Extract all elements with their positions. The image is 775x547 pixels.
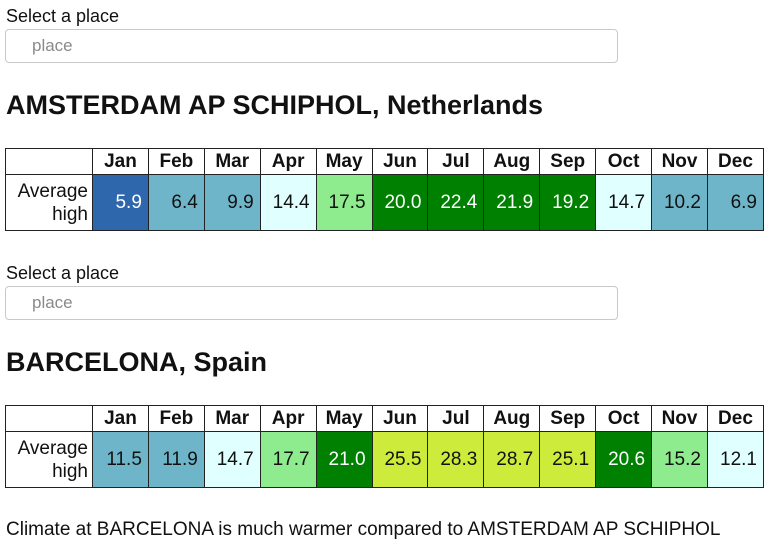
temperature-cell: 12.1	[706, 431, 765, 488]
temperature-cell: 10.2	[651, 174, 708, 231]
month-header-row: Jan Feb Mar Apr May Jun Jul Aug Sep Oct …	[5, 148, 765, 175]
temperature-cell: 14.7	[595, 174, 653, 231]
temperature-cell: 20.0	[371, 174, 429, 231]
temperature-cell: 28.3	[427, 431, 485, 488]
month-header: Nov	[651, 148, 708, 175]
month-header: Apr	[259, 148, 317, 175]
select-place-label: Select a place	[6, 263, 120, 283]
temperature-cell: 25.5	[371, 431, 429, 488]
month-header: Jan	[92, 405, 149, 432]
row-label: Average high	[5, 174, 93, 231]
month-header: Feb	[147, 405, 205, 432]
month-header: Oct	[595, 405, 653, 432]
place-title: BARCELONA, Spain	[6, 347, 268, 377]
average-high-row: Average high 5.9 6.4 9.9 14.4 17.5 20.0 2…	[5, 174, 765, 231]
average-high-row: Average high 11.5 11.9 14.7 17.7 21.0 25.…	[5, 431, 765, 488]
row-label-line2: high	[52, 203, 88, 225]
temperature-cell: 20.6	[595, 431, 653, 488]
month-header: May	[315, 405, 373, 432]
month-header: Jun	[371, 405, 429, 432]
month-header: Nov	[651, 405, 708, 432]
temperature-cell: 15.2	[651, 431, 708, 488]
month-header: Oct	[595, 148, 653, 175]
temperature-cell: 5.9	[92, 174, 149, 231]
row-label-line1: Average	[17, 437, 88, 459]
month-header: Sep	[539, 148, 597, 175]
month-header: Dec	[706, 405, 765, 432]
temperature-cell: 25.1	[539, 431, 597, 488]
month-header: Jul	[427, 148, 485, 175]
climate-comparison-summary: Climate at BARCELONA is much warmer comp…	[6, 519, 721, 540]
place-title: AMSTERDAM AP SCHIPHOL, Netherlands	[6, 90, 544, 120]
month-header: Jan	[92, 148, 149, 175]
temperature-cell: 6.9	[706, 174, 765, 231]
month-header: Mar	[203, 405, 261, 432]
climate-table: Jan Feb Mar Apr May Jun Jul Aug Sep Oct …	[5, 148, 765, 231]
temperature-cell: 17.5	[315, 174, 373, 231]
temperature-cell: 22.4	[427, 174, 485, 231]
month-header: Jun	[371, 148, 429, 175]
place-search-input[interactable]	[5, 29, 618, 63]
row-label-line1: Average	[17, 180, 88, 202]
month-header: Feb	[147, 148, 205, 175]
temperature-cell: 21.9	[483, 174, 541, 231]
month-header: Sep	[539, 405, 597, 432]
month-header: Mar	[203, 148, 261, 175]
place-search-input[interactable]	[5, 286, 618, 320]
month-header: May	[315, 148, 373, 175]
month-header: Jul	[427, 405, 485, 432]
temperature-cell: 21.0	[315, 431, 373, 488]
temperature-cell: 17.7	[259, 431, 317, 488]
month-header: Dec	[706, 148, 765, 175]
temperature-cell: 11.9	[147, 431, 205, 488]
header-corner	[5, 148, 93, 175]
month-header: Aug	[483, 405, 541, 432]
temperature-cell: 6.4	[147, 174, 205, 231]
temperature-cell: 14.7	[203, 431, 261, 488]
temperature-cell: 11.5	[92, 431, 149, 488]
climate-table: Jan Feb Mar Apr May Jun Jul Aug Sep Oct …	[5, 405, 765, 488]
temperature-cell: 19.2	[539, 174, 597, 231]
month-header: Apr	[259, 405, 317, 432]
row-label-line2: high	[52, 460, 88, 482]
row-label: Average high	[5, 431, 93, 488]
month-header: Aug	[483, 148, 541, 175]
temperature-cell: 28.7	[483, 431, 541, 488]
temperature-cell: 9.9	[203, 174, 261, 231]
temperature-cell: 14.4	[259, 174, 317, 231]
select-place-label: Select a place	[6, 6, 120, 26]
header-corner	[5, 405, 93, 432]
month-header-row: Jan Feb Mar Apr May Jun Jul Aug Sep Oct …	[5, 405, 765, 432]
